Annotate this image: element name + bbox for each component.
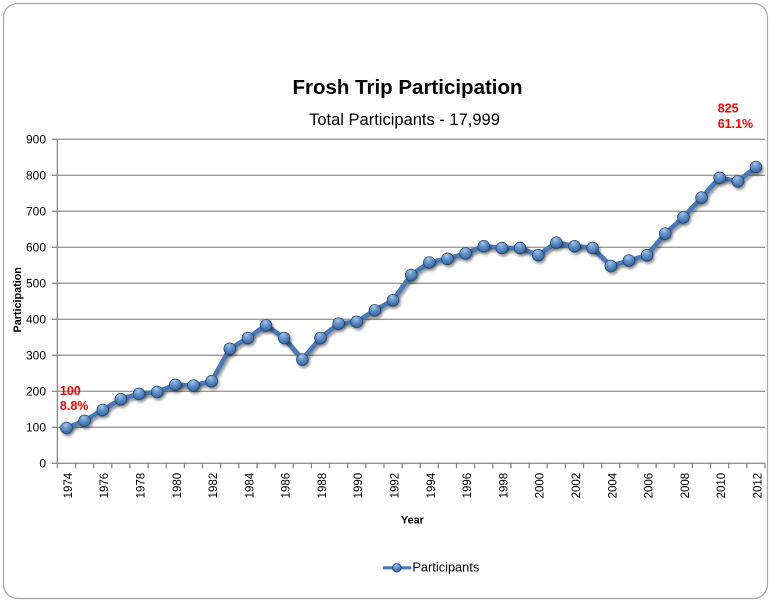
svg-text:1984: 1984	[244, 472, 256, 498]
svg-text:2000: 2000	[535, 473, 547, 499]
svg-text:300: 300	[26, 349, 46, 363]
svg-text:Participants: Participants	[412, 559, 479, 574]
svg-text:Frosh Trip Participation: Frosh Trip Participation	[292, 76, 522, 99]
svg-text:200: 200	[26, 385, 46, 399]
svg-text:700: 700	[26, 205, 46, 219]
svg-text:600: 600	[26, 241, 46, 255]
svg-text:100: 100	[26, 421, 46, 435]
svg-text:61.1%: 61.1%	[718, 117, 753, 131]
svg-text:8.8%: 8.8%	[60, 399, 89, 413]
svg-text:400: 400	[26, 313, 46, 327]
svg-text:825: 825	[718, 102, 739, 116]
svg-text:1982: 1982	[208, 473, 220, 499]
svg-text:Participation: Participation	[12, 267, 24, 332]
svg-text:2008: 2008	[680, 473, 692, 499]
svg-text:800: 800	[26, 169, 46, 183]
svg-text:1990: 1990	[353, 473, 365, 499]
svg-text:1994: 1994	[426, 472, 438, 498]
svg-text:500: 500	[26, 277, 46, 291]
svg-text:2012: 2012	[752, 473, 764, 499]
svg-text:Total Participants - 17,999: Total Participants - 17,999	[309, 111, 500, 129]
svg-text:2004: 2004	[607, 472, 619, 498]
svg-text:1974: 1974	[63, 472, 75, 498]
svg-text:1986: 1986	[281, 473, 293, 499]
svg-text:1996: 1996	[462, 473, 474, 499]
svg-text:1980: 1980	[172, 473, 184, 499]
svg-text:1988: 1988	[317, 473, 329, 499]
svg-text:Year: Year	[401, 515, 425, 527]
svg-text:100: 100	[60, 384, 81, 398]
svg-text:2010: 2010	[716, 473, 728, 499]
svg-text:1998: 1998	[498, 473, 510, 499]
svg-text:900: 900	[26, 133, 46, 147]
svg-text:2002: 2002	[571, 473, 583, 499]
svg-text:1978: 1978	[136, 473, 148, 499]
svg-text:0: 0	[39, 457, 46, 471]
svg-text:1992: 1992	[390, 473, 402, 499]
svg-text:1976: 1976	[99, 473, 111, 499]
svg-text:2006: 2006	[644, 473, 656, 499]
